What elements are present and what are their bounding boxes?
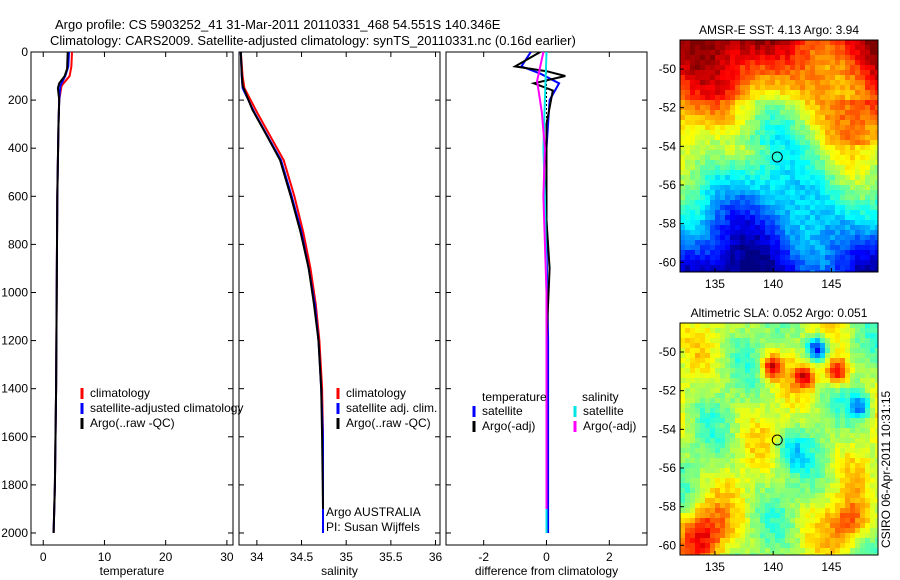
sla_map-ytick-label: -56 — [659, 461, 677, 475]
temperature-ytick-label: 1800 — [1, 478, 28, 492]
temperature-axes-frame — [30, 51, 234, 546]
temperature-legend-label: climatology — [90, 386, 150, 400]
difference-xtick-label: -2 — [478, 550, 489, 564]
temperature-legend-label: Argo(..raw -QC) — [90, 416, 175, 430]
sst_map-argo-marker — [771, 151, 783, 163]
salinity-xlabel: salinity — [321, 564, 358, 578]
salinity-legend-label: Argo(..raw -QC) — [346, 416, 431, 430]
difference-legend-label: satellite — [583, 404, 624, 418]
pi-label: PI: Susan Wijffels — [326, 520, 420, 534]
institution-label: Argo AUSTRALIA — [326, 505, 421, 519]
legend-header-temperature: temperature — [482, 390, 547, 404]
difference-xlabel: difference from climatology — [475, 564, 618, 578]
temperature-ytick-label: 1600 — [1, 430, 28, 444]
temperature-ytick-label: 400 — [8, 141, 28, 155]
temperature-ytick-label: 600 — [8, 189, 28, 203]
sst_map-ytick-label: -50 — [659, 62, 677, 76]
sst_map-xtick-label: 140 — [763, 277, 783, 291]
sst_map-ytick-label: -54 — [659, 139, 677, 153]
temperature-ytick-label: 0 — [21, 45, 28, 59]
header-line-2: Climatology: CARS2009. Satellite-adjuste… — [50, 33, 576, 48]
difference-xtick-label: 2 — [606, 550, 613, 564]
salinity-axes-frame — [238, 51, 441, 546]
salinity-xtick-label: 35 — [340, 550, 354, 564]
temperature-xtick-label: 10 — [98, 550, 112, 564]
temperature-ytick-label: 200 — [8, 93, 28, 107]
temperature-panel: 0 10 20 30 0 200 400 600 800 1000 1200 1400 1600 1800… — [1, 45, 243, 578]
temperature-xtick-label: 0 — [40, 550, 47, 564]
sst_map-ytick-label: -56 — [659, 178, 677, 192]
header-line-1: Argo profile: CS 5903252_41 31-Mar-2011 … — [55, 17, 501, 32]
difference-series-3 — [536, 52, 548, 509]
salinity-panel: 34 34.5 35 35.5 36 salinity climatologysatelli… — [238, 51, 443, 578]
sst_map-field — [680, 40, 879, 273]
salinity-series-2 — [239, 52, 324, 509]
sst_map-xtick-label: 135 — [705, 277, 725, 291]
salinity-xtick-label: 34 — [250, 550, 264, 564]
temperature-legend-label: satellite-adjusted climatology — [90, 401, 243, 415]
sla_map-ytick-label: -54 — [659, 422, 677, 436]
sst_map-title: AMSR-E SST: 4.13 Argo: 3.94 — [699, 23, 859, 37]
sla_map-xtick-label: 135 — [705, 560, 725, 574]
sla_map-ytick-label: -52 — [659, 384, 677, 398]
sst_map-xtick-label: 145 — [821, 277, 841, 291]
sla_map-xtick-label: 140 — [763, 560, 783, 574]
difference-legend-label: Argo(-adj) — [583, 419, 636, 433]
temperature-series-2 — [52, 52, 69, 534]
salinity-xtick-label: 35.5 — [379, 550, 403, 564]
difference-legend-label: Argo(-adj) — [482, 419, 535, 433]
sla_map-ytick-label: -58 — [659, 500, 677, 514]
legend-header-salinity: salinity — [582, 390, 619, 404]
salinity-series-1 — [239, 52, 324, 533]
salinity-xtick-label: 34.5 — [290, 550, 314, 564]
temperature-ytick-label: 1200 — [1, 334, 28, 348]
difference-series-1 — [512, 52, 566, 533]
temperature-ytick-label: 800 — [8, 237, 28, 251]
credit-stamp: CSIRO 06-Apr-2011 10:31:15 — [879, 390, 893, 548]
salinity-xtick-label: 36 — [429, 550, 443, 564]
sla_map-xtick-label: 145 — [821, 560, 841, 574]
temperature-xlabel: temperature — [100, 564, 165, 578]
sst_map-frame — [679, 39, 879, 273]
salinity-series-0 — [239, 52, 324, 533]
sst_map-ytick-label: -60 — [659, 255, 677, 269]
difference-series-0 — [519, 52, 561, 533]
temperature-ytick-label: 2000 — [1, 526, 28, 540]
salinity-legend-label: satellite adj. clim. — [346, 401, 437, 415]
sla-map: Altimetric SLA: 0.052 Argo: 0.051 135 140 1… — [659, 306, 879, 574]
sla_map-title: Altimetric SLA: 0.052 Argo: 0.051 — [691, 306, 868, 320]
sla_map-argo-marker — [771, 434, 783, 446]
sst_map-ytick-label: -52 — [659, 101, 677, 115]
sst-map: AMSR-E SST: 4.13 Argo: 3.94 135 140 145 -50 -… — [659, 23, 879, 291]
sla_map-ytick-label: -60 — [659, 538, 677, 552]
sst_map-ytick-label: -58 — [659, 217, 677, 231]
sla_map-frame — [679, 322, 879, 556]
temperature-xtick-label: 30 — [220, 550, 234, 564]
sla_map-field — [680, 323, 879, 556]
salinity-legend-label: climatology — [346, 386, 406, 400]
temperature-ytick-label: 1400 — [1, 382, 28, 396]
sla_map-ytick-label: -50 — [659, 345, 677, 359]
difference-xtick-label: 0 — [543, 550, 550, 564]
difference-legend-label: satellite — [482, 404, 523, 418]
temperature-xtick-label: 20 — [159, 550, 173, 564]
temperature-ytick-label: 1000 — [1, 285, 28, 299]
